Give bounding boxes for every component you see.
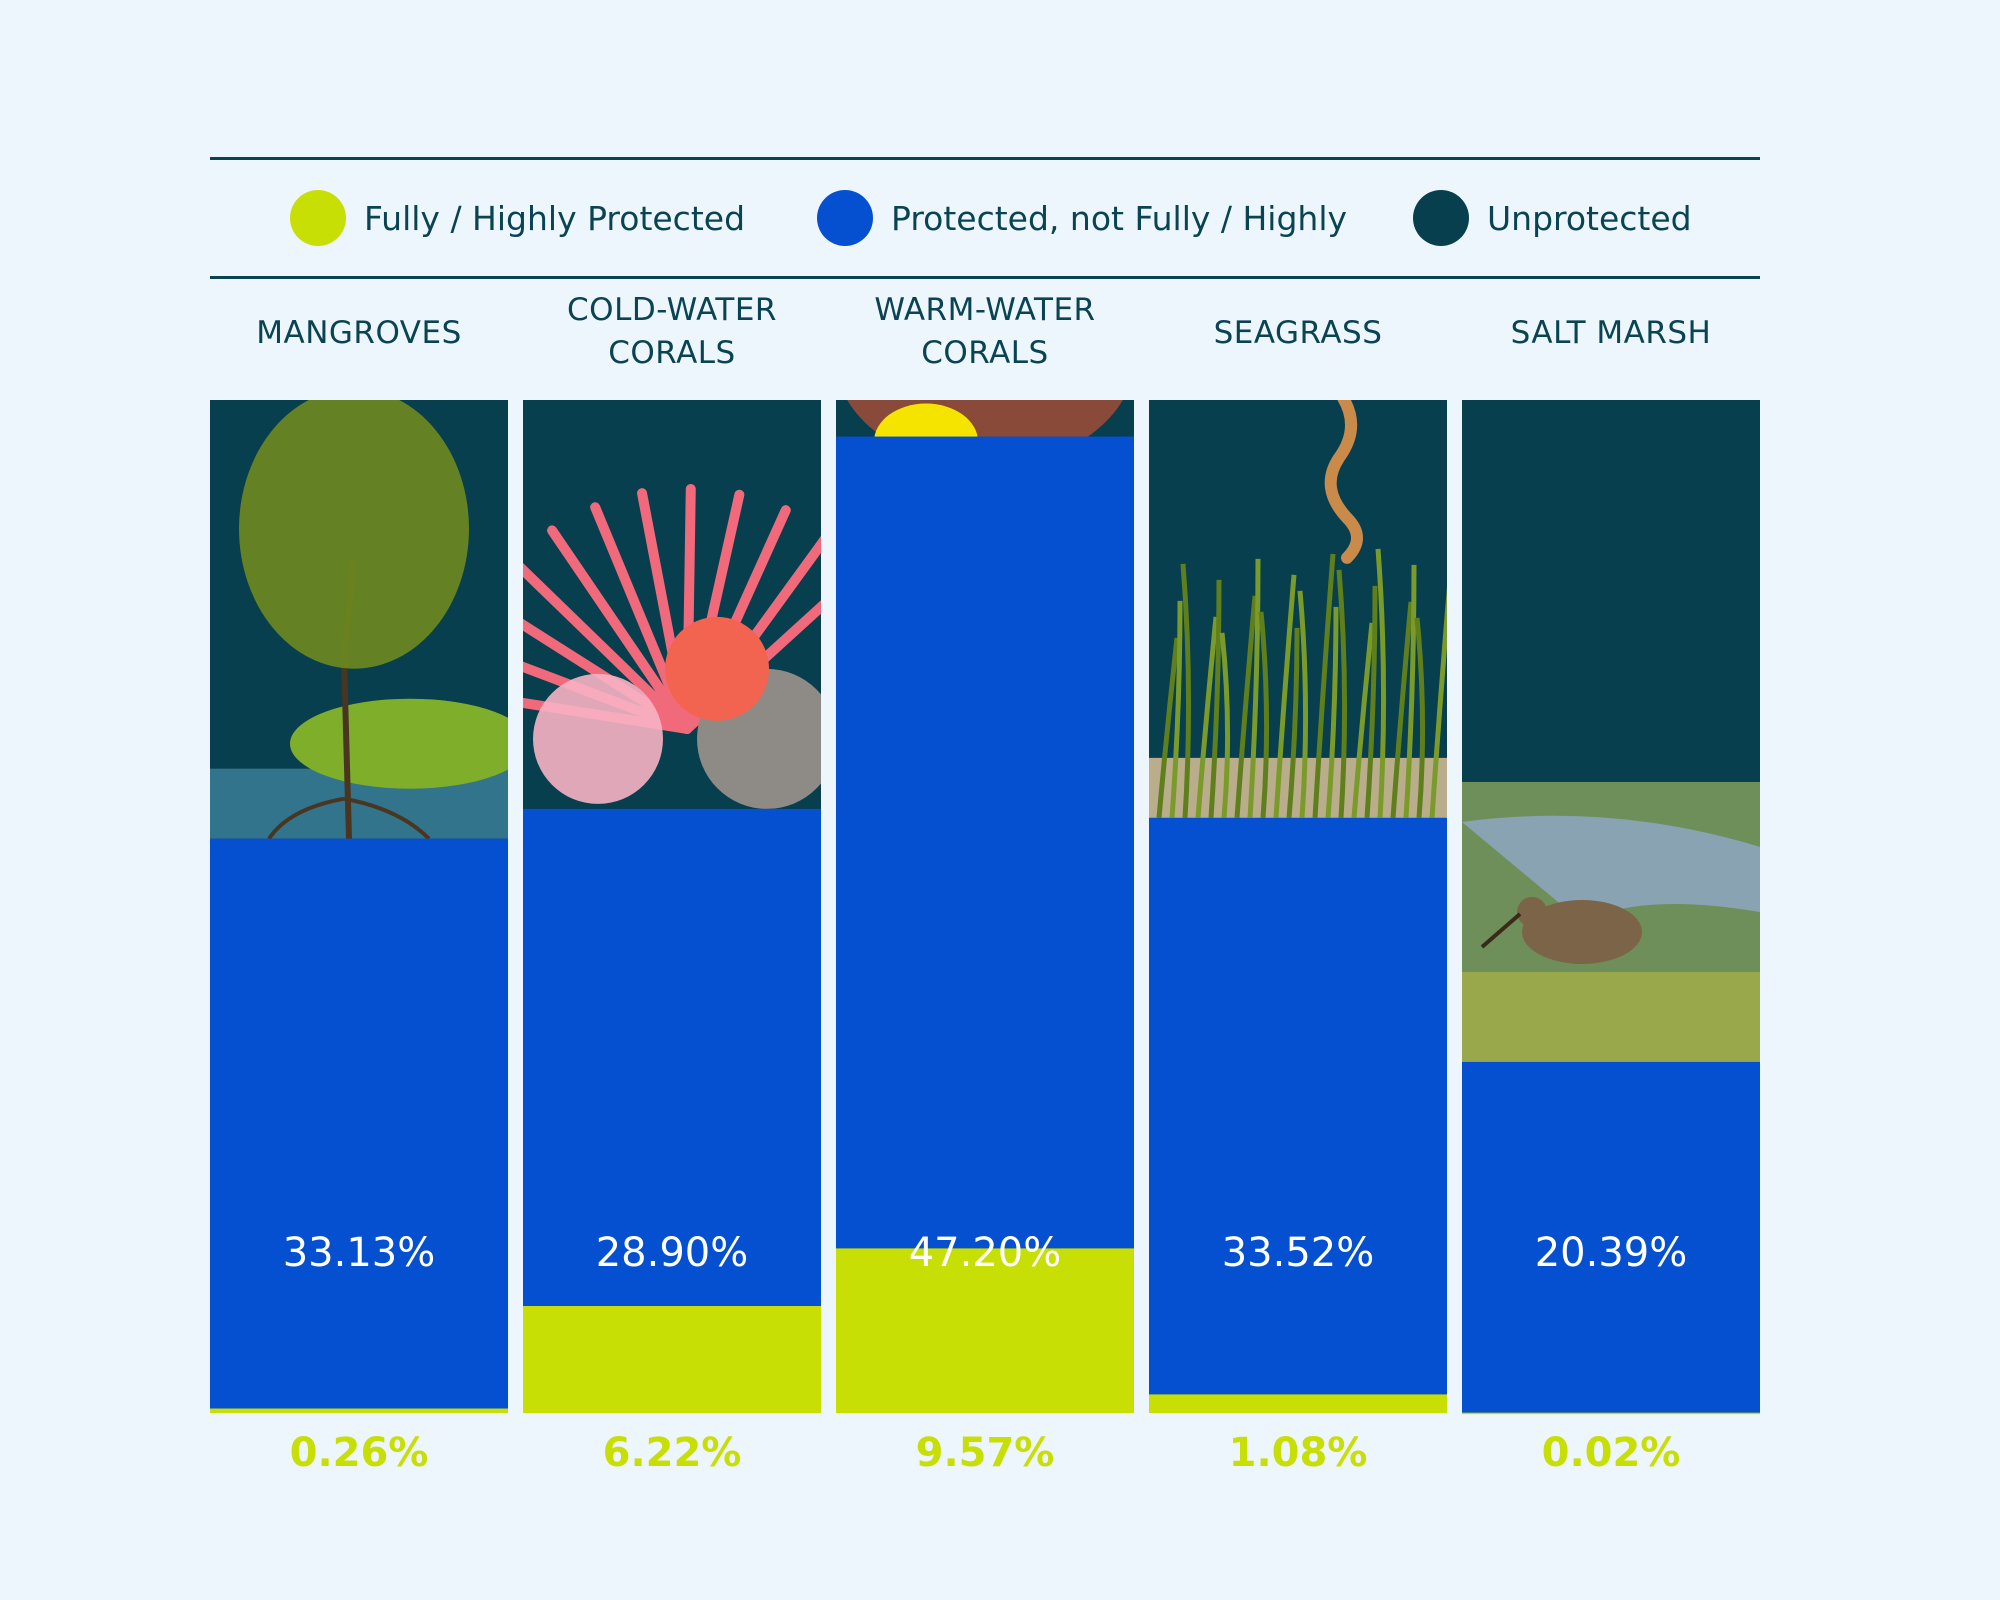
data-label-protected: 20.39% — [1535, 1230, 1688, 1276]
seagrass-blade — [1364, 585, 1378, 819]
bar-segment-protected — [210, 838, 508, 1409]
seagrass-blade — [1258, 611, 1270, 819]
bar-segment-fully-protected — [1462, 1412, 1760, 1415]
seahorse — [1324, 400, 1363, 564]
legend-item-fully-protected: Fully / Highly Protected — [290, 188, 745, 248]
seagrass-blade — [1247, 558, 1261, 819]
legend-item-unprotected: Unprotected — [1413, 188, 1692, 248]
blue-tang-tail — [1161, 97, 1198, 137]
data-label-protected: 28.90% — [596, 1230, 749, 1276]
seagrass-blade — [1156, 637, 1180, 819]
legend-bottom-rule — [210, 276, 1760, 279]
bar-segment-protected — [1149, 817, 1447, 1395]
category-label: COLD-WATER — [567, 292, 777, 328]
bar-segment-fully-protected — [523, 1306, 821, 1413]
data-label-fully-protected: 6.22% — [603, 1430, 742, 1476]
illustration-marsh-and-wading-bird — [1462, 781, 1760, 1062]
category-label: CORALS — [608, 335, 735, 371]
bar-segment-protected — [1462, 1061, 1760, 1413]
bar-column: WARM-WATER CORALS 47.20% 9.57% — [836, 93, 1198, 1476]
category-label: MANGROVES — [256, 315, 462, 351]
category-label: SALT MARSH — [1511, 315, 1712, 351]
illustration-seagrass-and-seahorse — [1149, 400, 1447, 819]
legend-swatch-fully-protected — [290, 190, 346, 246]
bar-segment-protected — [836, 436, 1134, 1249]
category-label: WARM-WATER — [874, 292, 1095, 328]
seagrass-blade — [1325, 606, 1339, 819]
sea-fan-branch — [523, 563, 692, 734]
sand-bed — [1149, 757, 1447, 818]
data-label-protected: 33.13% — [283, 1230, 436, 1276]
tree-roots — [267, 796, 431, 841]
marsh-grass — [1462, 971, 1760, 1062]
bar-segment-fully-protected — [836, 1248, 1134, 1413]
seagrass-blade — [1234, 595, 1258, 819]
soft-coral-white — [533, 673, 663, 804]
bar-column: SEAGRASS 33.52% 1.08% — [1149, 315, 1447, 1476]
legend-label-protected: Protected, not Fully / Highly — [891, 198, 1348, 238]
island-foliage — [290, 698, 508, 789]
illustration-mangrove-tree-and-fish — [210, 400, 508, 881]
legend-label-unprotected: Unprotected — [1487, 198, 1692, 238]
illustration-sea-fan-and-soft-coral — [523, 483, 821, 809]
seagrass-blade — [1297, 590, 1309, 819]
data-label-protected: 33.52% — [1222, 1230, 1375, 1276]
legend-top-rule — [210, 157, 1760, 160]
bird-beak — [1480, 912, 1522, 949]
data-label-fully-protected: 1.08% — [1229, 1430, 1368, 1476]
bar-column: SALT MARSH 20.39% 0.02% — [1462, 315, 1760, 1476]
seagrass-blade — [1208, 579, 1222, 819]
seagrass-blade — [1375, 548, 1387, 819]
legend-swatch-unprotected — [1413, 190, 1469, 246]
data-label-fully-protected: 9.57% — [916, 1430, 1055, 1476]
seagrass-blade — [1169, 600, 1183, 819]
seagrass-blade — [1429, 586, 1447, 819]
tidal-channel — [1462, 815, 1760, 922]
tree-canopy — [239, 400, 469, 669]
legend-swatch-protected — [817, 190, 873, 246]
legend-label-fully-protected: Fully / Highly Protected — [364, 198, 746, 238]
soft-coral-pink — [665, 616, 769, 721]
bar-column: COLD-WATER CORALS 28.90% 6.22% — [523, 292, 821, 1476]
seagrass-blade — [1351, 622, 1375, 819]
bar-segment-protected — [523, 808, 821, 1307]
bird-body — [1522, 899, 1642, 964]
sea-fan-branch — [547, 525, 692, 734]
bird-head — [1517, 896, 1547, 927]
seagrass-blade — [1312, 553, 1336, 819]
seagrass-blade — [1219, 632, 1231, 819]
category-label: SEAGRASS — [1214, 315, 1383, 351]
legend: Fully / Highly Protected Protected, not … — [210, 160, 1760, 278]
seagrass-blade — [1390, 601, 1414, 819]
bar-segment-fully-protected — [1149, 1394, 1447, 1413]
seagrass-blade — [1414, 617, 1426, 819]
blue-tang-fish — [1026, 93, 1166, 161]
category-label: CORALS — [921, 335, 1048, 371]
illustration-coral-reef-with-tang-fish — [847, 93, 1198, 480]
seagrass-blade — [1180, 563, 1192, 819]
seagrass-blade — [1195, 616, 1219, 819]
data-label-fully-protected: 0.02% — [1542, 1430, 1681, 1476]
legend-item-protected: Protected, not Fully / Highly — [817, 188, 1347, 248]
seagrass-blade — [1403, 564, 1417, 819]
data-label-protected: 47.20% — [909, 1230, 1062, 1276]
data-label-fully-protected: 0.26% — [290, 1430, 429, 1476]
seagrass-blade — [1286, 627, 1300, 819]
seagrass-blade — [1273, 574, 1297, 819]
bar-segment-fully-protected — [210, 1408, 508, 1413]
seagrass-blade — [1336, 569, 1348, 819]
bar-column: MANGROVES 33.13% 0.26% — [210, 315, 508, 1476]
